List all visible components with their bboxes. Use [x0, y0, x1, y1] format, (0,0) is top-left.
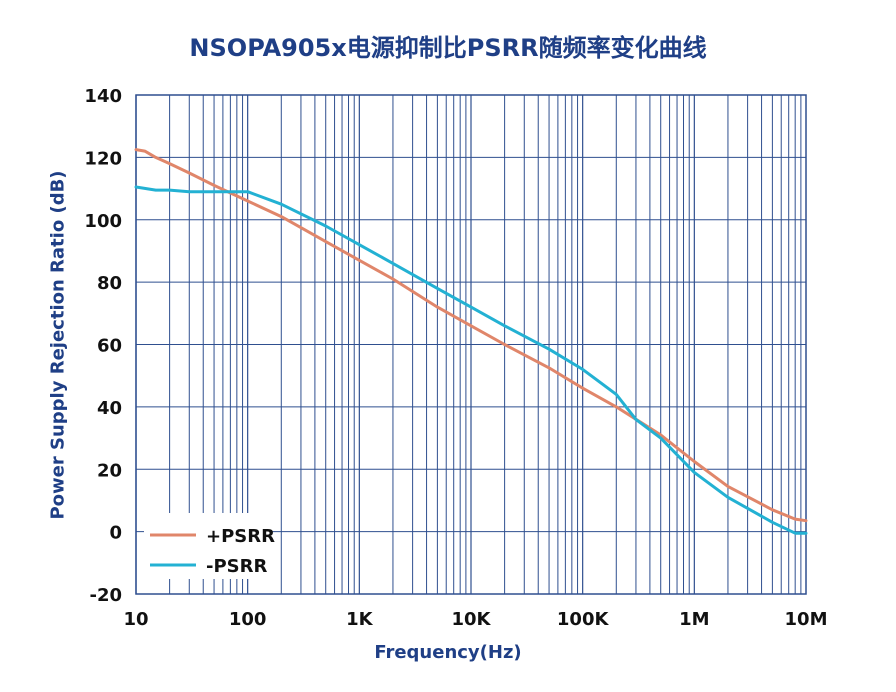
- y-tick-label: 20: [97, 460, 122, 481]
- x-tick-label: 10: [123, 609, 148, 630]
- x-tick-label: 1K: [346, 609, 374, 630]
- y-tick-label: 100: [84, 211, 122, 232]
- y-tick-label: 80: [97, 273, 122, 294]
- x-axis-label: Frequency(Hz): [374, 642, 522, 663]
- x-tick-label: 100K: [557, 609, 610, 630]
- y-tick-label: 140: [84, 86, 122, 107]
- y-tick-label: 0: [109, 523, 122, 544]
- chart-title: NSOPA905x电源抑制比PSRR随频率变化曲线: [189, 34, 707, 62]
- x-tick-label: 10M: [785, 609, 828, 630]
- series-line-PSRR: [134, 148, 808, 523]
- x-tick-label: 100: [229, 609, 267, 630]
- series-line-PSRR: [134, 185, 808, 535]
- legend-box: [144, 513, 272, 579]
- y-tick-label: -20: [89, 585, 122, 606]
- x-tick-label: 10K: [452, 609, 492, 630]
- y-tick-label: 40: [97, 398, 122, 419]
- legend-label: -PSRR: [206, 556, 267, 577]
- legend-label: +PSRR: [206, 526, 275, 547]
- x-tick-label: 1M: [679, 609, 709, 630]
- y-tick-label: 120: [84, 148, 122, 169]
- plot-border: [135, 94, 807, 595]
- y-tick-label: 60: [97, 336, 122, 357]
